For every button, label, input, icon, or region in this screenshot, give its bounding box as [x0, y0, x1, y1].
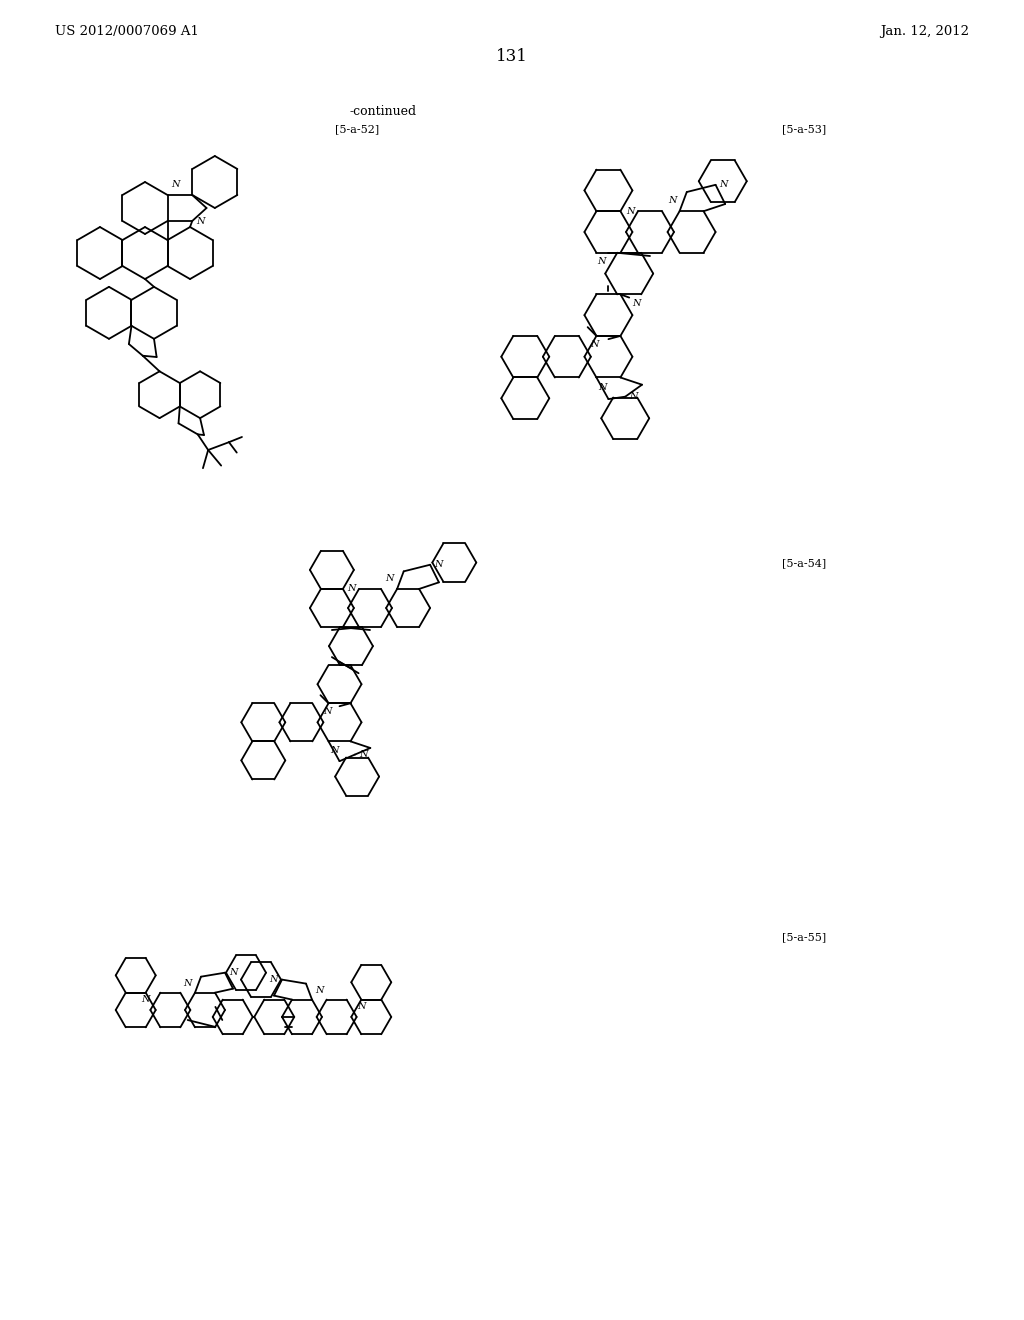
Text: N: N [632, 298, 641, 308]
Text: N: N [629, 392, 638, 401]
Text: N: N [720, 181, 728, 189]
Text: [5-a-53]: [5-a-53] [782, 124, 826, 135]
Text: [5-a-55]: [5-a-55] [782, 932, 826, 942]
Text: [5-a-54]: [5-a-54] [782, 558, 826, 568]
Text: N: N [591, 341, 599, 350]
Text: N: N [269, 975, 278, 985]
Text: N: N [597, 257, 605, 267]
Text: N: N [668, 197, 677, 205]
Text: N: N [347, 585, 356, 594]
Text: N: N [627, 207, 635, 215]
Text: N: N [324, 706, 332, 715]
Text: N: N [183, 978, 193, 987]
Text: N: N [331, 746, 339, 755]
Text: N: N [229, 968, 238, 977]
Text: N: N [434, 560, 442, 569]
Text: N: N [386, 574, 394, 583]
Text: Jan. 12, 2012: Jan. 12, 2012 [880, 25, 969, 38]
Text: N: N [359, 750, 368, 759]
Text: N: N [141, 995, 151, 1005]
Text: -continued: -continued [349, 106, 417, 117]
Text: N: N [357, 1002, 366, 1011]
Text: N: N [171, 180, 180, 189]
Text: US 2012/0007069 A1: US 2012/0007069 A1 [55, 25, 199, 38]
Text: N: N [197, 216, 205, 226]
Text: 131: 131 [496, 48, 528, 65]
Text: N: N [315, 986, 324, 994]
Text: [5-a-52]: [5-a-52] [335, 124, 379, 135]
Text: N: N [598, 384, 607, 392]
